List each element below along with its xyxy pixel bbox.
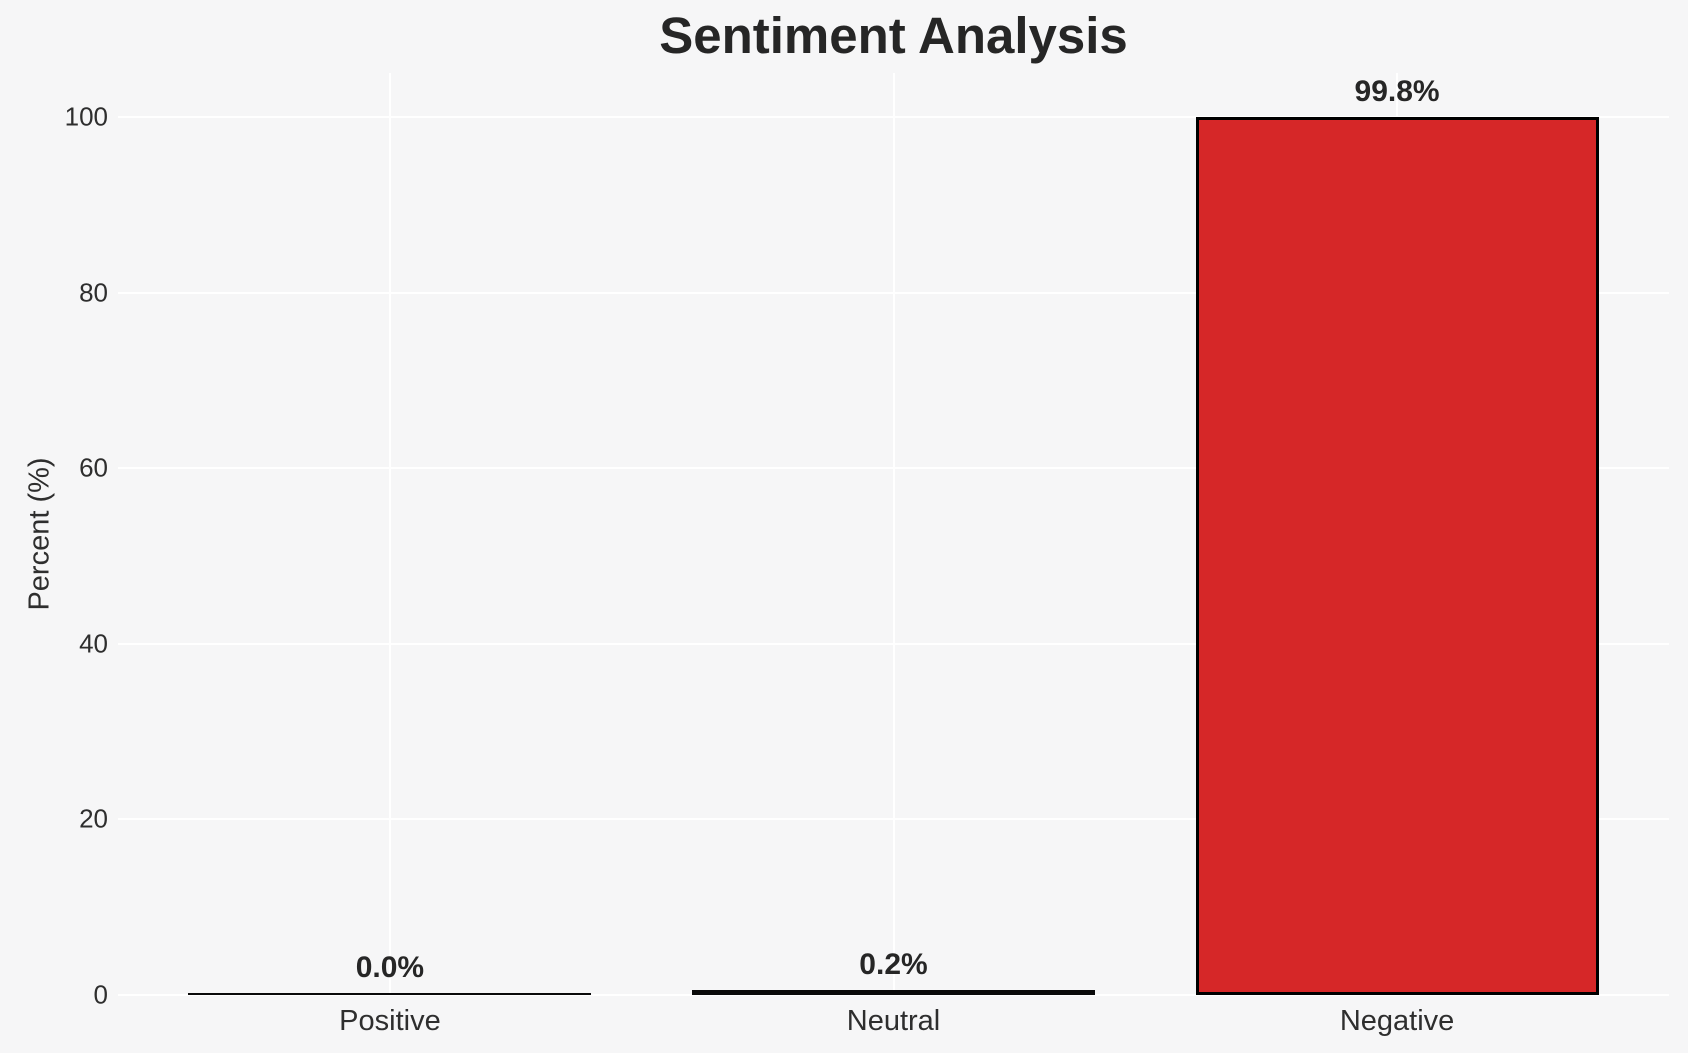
chart-title: Sentiment Analysis — [659, 7, 1128, 64]
y-axis-label: Percent (%) — [23, 457, 56, 611]
v-gridline-neutral — [892, 73, 895, 995]
h-gridline-0 — [118, 994, 1669, 996]
ytick-60: 60 — [79, 452, 108, 483]
ytick-20: 20 — [79, 803, 108, 834]
value-label-neutral: 0.2% — [859, 948, 928, 981]
ytick-40: 40 — [79, 628, 108, 659]
xtick-positive: Positive — [339, 1005, 441, 1037]
plot-area — [118, 73, 1669, 996]
xtick-negative: Negative — [1339, 1005, 1455, 1037]
bar-neutral — [692, 990, 1095, 995]
xtick-neutral: Neutral — [846, 1005, 941, 1037]
bar-negative — [1196, 117, 1599, 995]
ytick-80: 80 — [79, 277, 108, 308]
value-label-positive: 0.0% — [355, 951, 425, 984]
ytick-100: 100 — [64, 101, 108, 132]
ytick-0: 0 — [93, 979, 108, 1010]
value-label-negative: 99.8% — [1354, 75, 1440, 108]
bar-positive — [188, 993, 591, 995]
v-gridline-positive — [388, 73, 391, 995]
